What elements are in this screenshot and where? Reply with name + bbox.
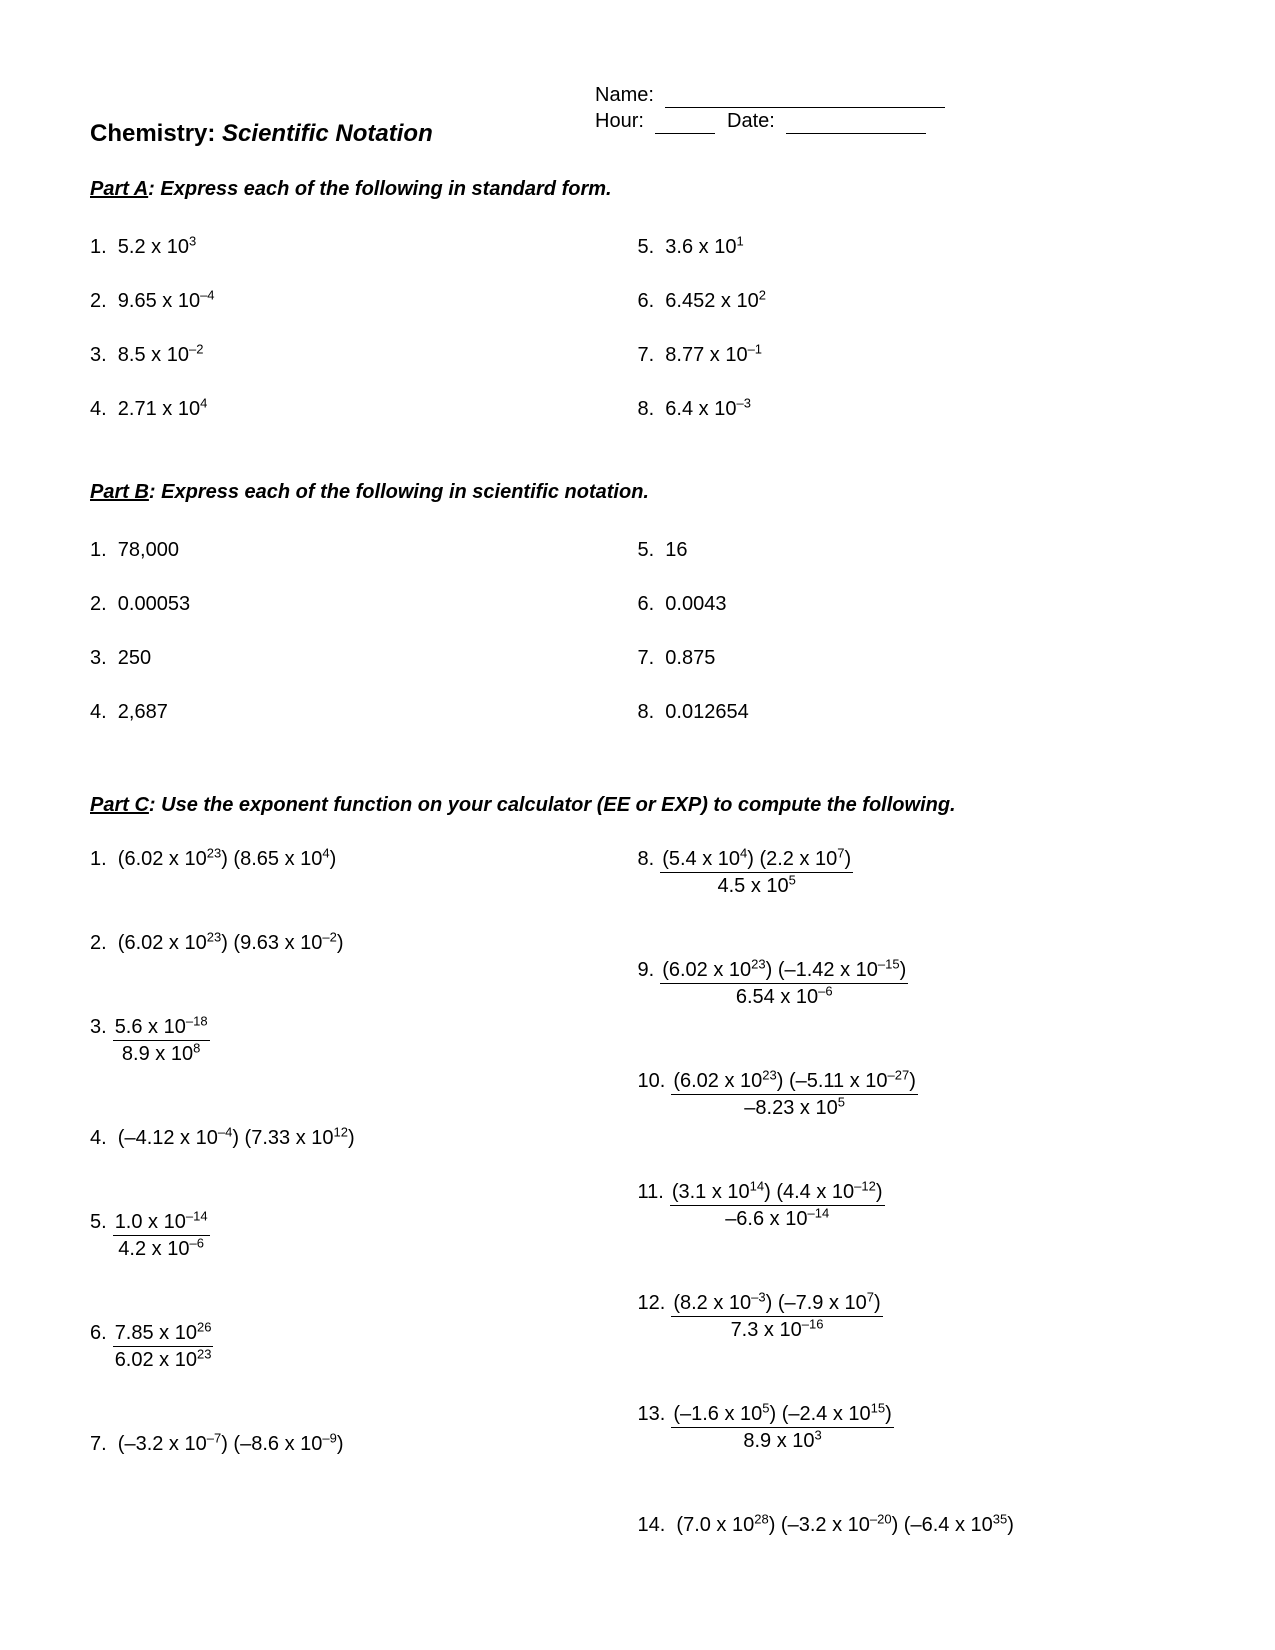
problem-item: 8. 0.012654 (638, 700, 1186, 724)
part-b-left-col: 1. 78,000 2. 0.00053 3. 250 4. 2,687 (90, 516, 638, 754)
problem-item: 5.1.0 x 10–144.2 x 10–6 (90, 1210, 638, 1261)
problem-item: 4. 2.71 x 104 (90, 397, 638, 421)
part-c-label: Part C (90, 794, 149, 816)
problem-item: 4. (–4.12 x 10–4) (7.33 x 1012) (90, 1126, 638, 1150)
part-c-content: 1. (6.02 x 1023) (8.65 x 104) 2. (6.02 x … (90, 829, 1185, 1597)
problem-item: 10.(6.02 x 1023) (–5.11 x 10–27)–8.23 x … (638, 1069, 1186, 1120)
problem-item: 7. 8.77 x 10–1 (638, 343, 1186, 367)
part-a-instruction: : Express each of the following in stand… (148, 178, 611, 200)
problem-item: 13.(–1.6 x 105) (–2.4 x 1015)8.9 x 103 (638, 1402, 1186, 1453)
part-a-heading: Part A: Express each of the following in… (90, 178, 1185, 201)
part-a-label: Part A (90, 178, 148, 200)
part-b-heading: Part B: Express each of the following in… (90, 481, 1185, 504)
name-line: Name: (595, 82, 945, 108)
part-c-right-col: 8.(5.4 x 104) (2.2 x 107)4.5 x 105 9.(6.0… (638, 829, 1186, 1597)
problem-item: 1. 5.2 x 103 (90, 235, 638, 259)
part-a-content: 1. 5.2 x 103 2. 9.65 x 10–4 3. 8.5 x 10–2 4… (90, 213, 1185, 451)
problem-item: 8.(5.4 x 104) (2.2 x 107)4.5 x 105 (638, 847, 1186, 898)
problem-item: 3.5.6 x 10–188.9 x 108 (90, 1015, 638, 1066)
name-label: Name: (595, 84, 654, 106)
title-prefix: Chemistry: (90, 120, 215, 147)
title-main: Scientific Notation (222, 120, 433, 147)
part-b-label: Part B (90, 481, 149, 503)
problem-item: 9.(6.02 x 1023) (–1.42 x 10–15)6.54 x 10… (638, 958, 1186, 1009)
hour-label: Hour: (595, 110, 644, 132)
part-c-left-col: 1. (6.02 x 1023) (8.65 x 104) 2. (6.02 x … (90, 829, 638, 1597)
problem-item: 3. 8.5 x 10–2 (90, 343, 638, 367)
part-a-right-col: 5. 3.6 x 101 6. 6.452 x 102 7. 8.77 x 10–1… (638, 213, 1186, 451)
problem-item: 5. 3.6 x 101 (638, 235, 1186, 259)
problem-item: 14. (7.0 x 1028) (–3.2 x 10–20) (–6.4 x … (638, 1513, 1186, 1537)
problem-item: 7. (–3.2 x 10–7) (–8.6 x 10–9) (90, 1432, 638, 1456)
part-b-instruction: : Express each of the following in scien… (149, 481, 649, 503)
problem-item: 5. 16 (638, 538, 1186, 562)
problem-item: 6.7.85 x 10266.02 x 1023 (90, 1321, 638, 1372)
hour-date-line: Hour: Date: (595, 108, 945, 134)
problem-item: 12.(8.2 x 10–3) (–7.9 x 107)7.3 x 10–16 (638, 1291, 1186, 1342)
part-c-instruction: : Use the exponent function on your calc… (149, 794, 956, 816)
date-blank[interactable] (786, 133, 926, 134)
problem-item: 1. 78,000 (90, 538, 638, 562)
hour-blank[interactable] (655, 133, 715, 134)
problem-item: 6. 6.452 x 102 (638, 289, 1186, 313)
problem-item: 7. 0.875 (638, 646, 1186, 670)
problem-item: 1. (6.02 x 1023) (8.65 x 104) (90, 847, 638, 871)
problem-item: 2. 9.65 x 10–4 (90, 289, 638, 313)
problem-item: 2. 0.00053 (90, 592, 638, 616)
problem-item: 2. (6.02 x 1023) (9.63 x 10–2) (90, 931, 638, 955)
problem-item: 11.(3.1 x 1014) (4.4 x 10–12)–6.6 x 10–1… (638, 1180, 1186, 1231)
header-fields: Name: Hour: Date: (595, 82, 945, 134)
part-b-right-col: 5. 16 6. 0.0043 7. 0.875 8. 0.012654 (638, 516, 1186, 754)
part-a-left-col: 1. 5.2 x 103 2. 9.65 x 10–4 3. 8.5 x 10–2 4… (90, 213, 638, 451)
date-label: Date: (727, 110, 775, 132)
worksheet-page: Name: Hour: Date: Chemistry: Scientific … (0, 0, 1275, 1650)
problem-item: 3. 250 (90, 646, 638, 670)
problem-item: 4. 2,687 (90, 700, 638, 724)
part-b-content: 1. 78,000 2. 0.00053 3. 250 4. 2,687 5. 16 6… (90, 516, 1185, 754)
problem-item: 6. 0.0043 (638, 592, 1186, 616)
part-c-heading: Part C: Use the exponent function on you… (90, 794, 1185, 817)
problem-item: 8. 6.4 x 10–3 (638, 397, 1186, 421)
